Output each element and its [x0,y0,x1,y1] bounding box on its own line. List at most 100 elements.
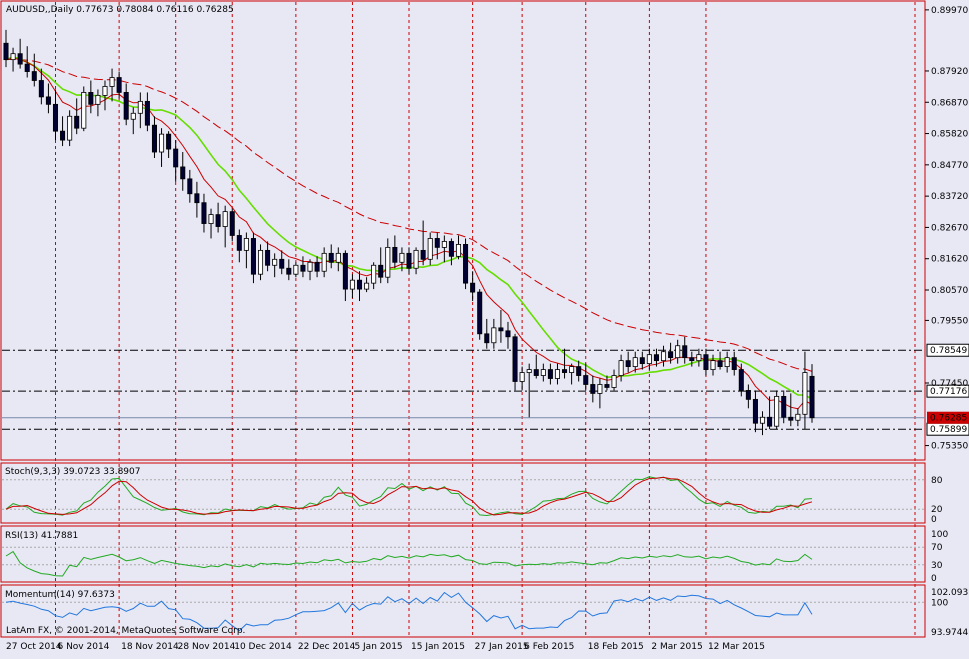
period-separators [54,2,916,636]
candle-body [371,264,377,284]
candle-body [668,351,674,359]
candle-body [484,333,490,344]
candle-body [774,395,780,427]
candle-body [731,357,737,370]
candle-body [3,42,9,61]
candle-body [519,372,525,382]
candle-body [321,252,327,272]
candle-body [597,384,603,394]
candle-body [342,252,348,290]
candle-body [187,178,193,195]
candle-body [258,249,264,275]
candle-body [349,279,355,290]
price-tick-label: 0.80570 [931,286,968,296]
level-tag-label: 0.75899 [930,425,967,435]
price-tick-label: 0.83720 [931,192,968,202]
stoch-signal-line [5,476,813,516]
candle-body [406,252,412,269]
main-header: AUDUSD,,Daily 0.77673 0.78084 0.76116 0.… [6,5,234,15]
time-axis-label: 10 Dec 2014 [234,642,292,652]
candle-body [809,375,815,419]
rsi-pane-frame [0,525,926,583]
price-tick-label: 0.77450 [931,379,968,389]
candle-body [526,369,532,373]
momentum-tick-label: 102.093 [931,588,968,598]
candle-body [625,360,631,367]
time-axis-label: 18 Nov 2014 [121,642,179,652]
level-tag-label: 0.77176 [930,387,967,397]
price-tick-label: 0.86870 [931,98,968,108]
candle-body [24,63,30,72]
stoch-tick-label: 0 [931,515,937,525]
candle-body [611,375,617,388]
main-pane-frame [0,0,926,461]
candle-body [159,133,165,153]
rsi-line [5,550,813,577]
candle-body [208,214,214,224]
candle-body [88,92,94,105]
candle-body [470,282,476,293]
candle-body [788,416,794,421]
candle-body [767,416,773,427]
time-axis-label: 5 Jan 2015 [354,642,402,652]
candle-body [314,261,320,272]
candle-body [229,211,235,236]
candle-body [682,345,688,359]
rsi-tick-label: 0 [931,574,937,584]
rsi-tick-label: 70 [931,543,943,553]
momentum-line [5,591,813,632]
candle-body [738,369,744,391]
candle-body [795,413,801,421]
time-axis-label: 2 Mar 2015 [651,642,702,652]
candle-body [745,390,751,400]
stoch-pane-frame [0,462,926,524]
price-tick-label: 0.79550 [931,316,968,326]
candle-body [420,249,426,260]
candle-body [95,95,101,105]
candle-body [236,235,242,251]
candle-body [675,345,681,359]
current-price-label: 0.76285 [930,414,967,424]
price-tick-label: 0.87920 [931,67,968,77]
level-tag [926,384,969,398]
candle-body [540,369,546,376]
candle-body [286,267,292,275]
candle-body [703,354,709,370]
candle-body [533,369,539,376]
candle-body [307,261,313,272]
candle-body [385,246,391,278]
price-tick-label: 0.82670 [931,223,968,233]
level-tag [926,343,969,357]
candle-body [144,100,150,126]
price-tick-label: 0.84770 [931,161,968,171]
candle-body [724,357,730,367]
candle-body [364,282,370,290]
candle-body [392,246,398,263]
candle-body [710,360,716,370]
candle-body [759,416,766,424]
candle-body [328,252,334,263]
candle-body [67,115,73,141]
candle-body [717,360,723,367]
candle-body [413,249,419,269]
time-axis-label: 27 Oct 2014 [6,642,62,652]
candle-body [576,366,582,376]
price-tick-label: 0.85820 [931,130,968,140]
candle-body [554,369,560,379]
momentum-tick-label: 93.9744 [931,628,968,638]
time-axis-label: 18 Feb 2015 [588,642,644,652]
candle-body [60,130,66,141]
candle-body [441,241,447,248]
candle-body [590,384,596,394]
candle-body [201,202,207,224]
rsi-header: RSI(13) 41.7881 [5,531,78,541]
candle-body [463,244,469,284]
candle-body [781,395,787,418]
candle-body [696,354,702,362]
momentum-tick-label: 100 [931,598,948,608]
candle-body [300,264,306,272]
stoch-header: Stoch(9,3,3) 39.0723 33.8907 [5,467,140,477]
